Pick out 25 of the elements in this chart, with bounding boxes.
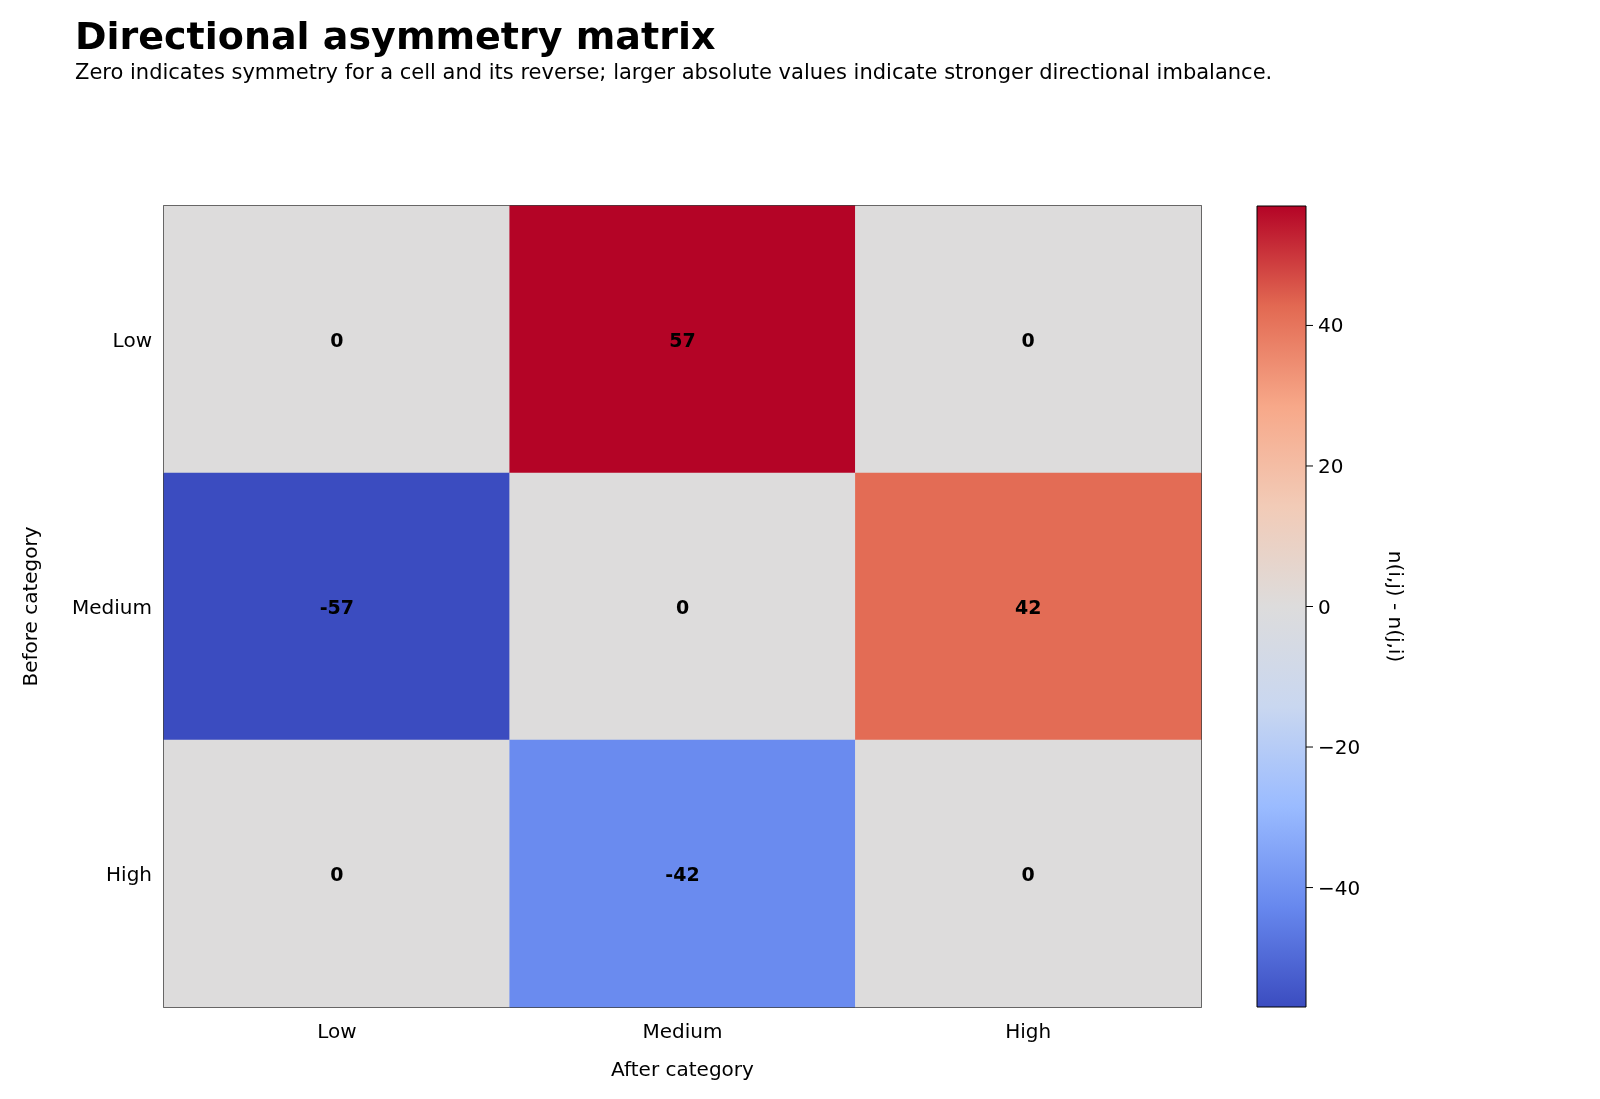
x-tick-label: Low: [317, 1019, 357, 1043]
data-label: 0: [675, 595, 690, 618]
x-tick-label: Medium: [642, 1019, 723, 1043]
color-bar-label: 20: [1318, 453, 1344, 478]
x-tick-label: High: [1005, 1019, 1052, 1043]
data-label: -57: [319, 595, 354, 618]
color-bar-label: 40: [1318, 313, 1344, 338]
data-label: 0: [330, 328, 344, 351]
color-bar-label: −40: [1318, 875, 1361, 900]
chart-subtitle: Zero indicates symmetry for a cell and its reverse; larger absolute values indicate stronger directional imbalance.: [75, 59, 1273, 84]
color-bar-label: 0: [1318, 594, 1331, 619]
data-label: 0: [330, 862, 344, 885]
color-bar-label: −20: [1318, 735, 1361, 760]
y-tick-label: Medium: [72, 594, 152, 619]
chart-title: Directional asymmetry matrix: [75, 14, 716, 58]
data-label: 0: [1021, 862, 1035, 885]
y-axis-title: Before category: [18, 526, 42, 687]
x-axis-title: After category: [611, 1057, 755, 1081]
y-tick-label: Low: [112, 327, 152, 352]
data-label: 42: [1014, 595, 1042, 618]
y-tick-label: High: [106, 861, 152, 886]
data-label: 0: [1021, 328, 1035, 351]
color-bar-title: n(i,j) - n(j,i): [1384, 550, 1408, 663]
data-label: 57: [669, 328, 696, 351]
data-label: -42: [665, 862, 700, 885]
